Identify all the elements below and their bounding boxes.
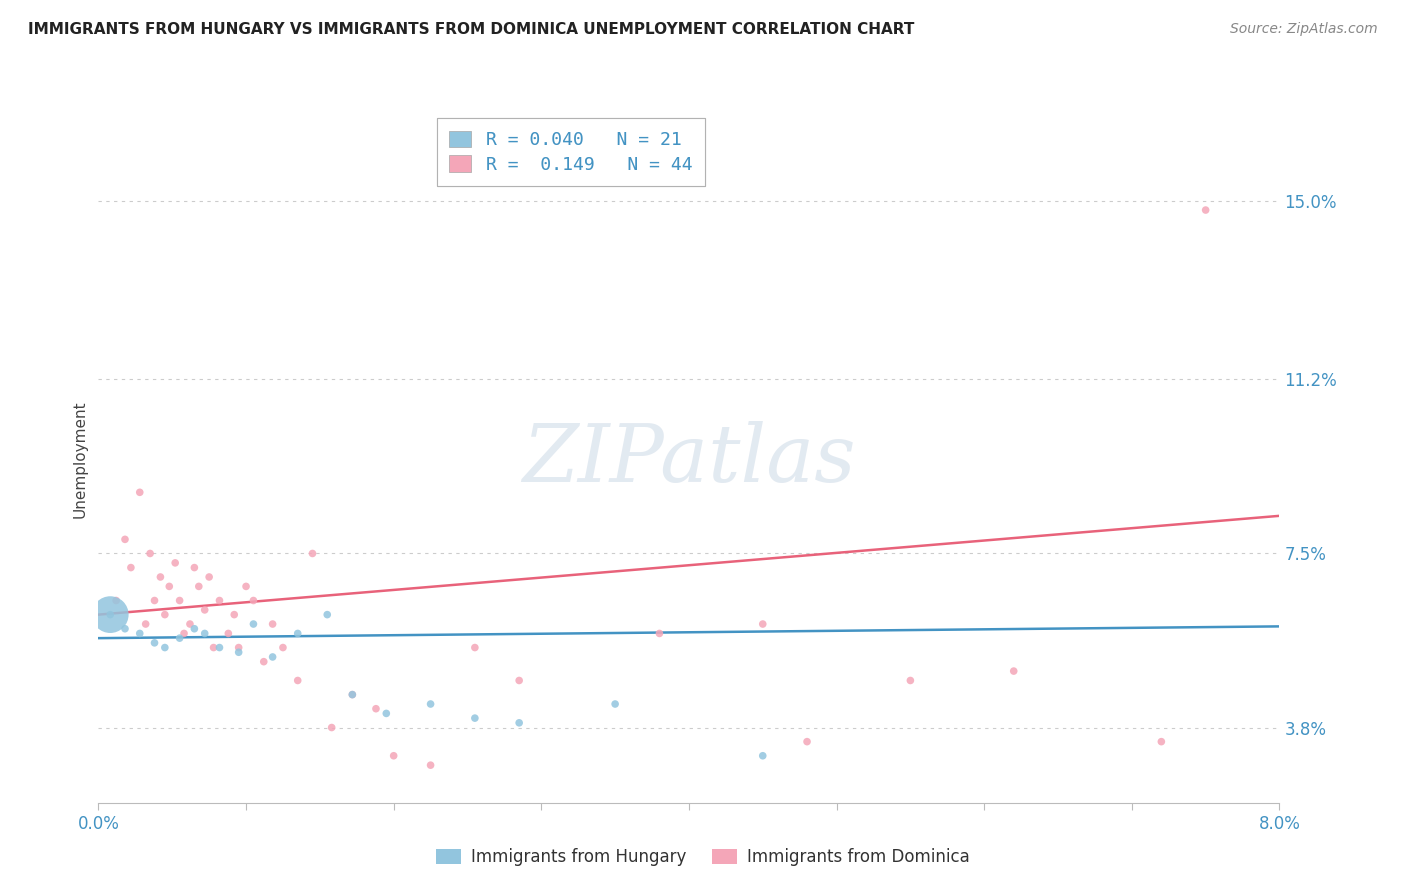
Point [648, 626, 671, 640]
Point [128, 626, 150, 640]
Point [208, 593, 231, 607]
Point [228, 645, 250, 659]
Point [382, 748, 405, 763]
Point [287, 673, 309, 688]
Point [120, 560, 142, 574]
Point [364, 702, 387, 716]
Point [605, 697, 627, 711]
Point [98, 607, 121, 622]
Point [179, 617, 201, 632]
Text: ZIPatlas: ZIPatlas [522, 421, 856, 498]
Point [1194, 202, 1216, 217]
Legend: R = 0.040   N = 21, R =  0.149   N = 44: R = 0.040 N = 21, R = 0.149 N = 44 [437, 118, 704, 186]
Point [287, 626, 309, 640]
Text: IMMIGRANTS FROM HUNGARY VS IMMIGRANTS FROM DOMINICA UNEMPLOYMENT CORRELATION CHA: IMMIGRANTS FROM HUNGARY VS IMMIGRANTS FR… [28, 22, 914, 37]
Point [464, 640, 486, 655]
Point [143, 593, 166, 607]
Point [165, 556, 187, 570]
Point [198, 570, 221, 584]
Y-axis label: Unemployment: Unemployment [72, 401, 87, 518]
Point [375, 706, 398, 721]
Point [183, 622, 205, 636]
Point [751, 617, 773, 632]
Point [262, 650, 284, 665]
Point [342, 688, 364, 702]
Point [208, 640, 231, 655]
Text: Source: ZipAtlas.com: Source: ZipAtlas.com [1230, 22, 1378, 37]
Point [228, 640, 250, 655]
Point [149, 570, 172, 584]
Legend: Immigrants from Hungary, Immigrants from Dominica: Immigrants from Hungary, Immigrants from… [427, 840, 979, 875]
Point [173, 626, 195, 640]
Point [508, 673, 530, 688]
Point [217, 626, 239, 640]
Point [235, 579, 257, 593]
Point [169, 631, 191, 645]
Point [321, 721, 343, 735]
Point [153, 640, 176, 655]
Point [508, 715, 530, 730]
Point [242, 593, 264, 607]
Point [114, 622, 136, 636]
Point [301, 546, 323, 560]
Point [224, 607, 246, 622]
Point [135, 617, 157, 632]
Point [114, 533, 136, 547]
Point [194, 603, 217, 617]
Point [139, 546, 162, 560]
Point [271, 640, 294, 655]
Point [316, 607, 339, 622]
Point [419, 758, 441, 772]
Point [1150, 734, 1173, 748]
Point [105, 593, 128, 607]
Point [1002, 664, 1025, 678]
Point [242, 617, 264, 632]
Point [194, 626, 217, 640]
Point [342, 688, 364, 702]
Point [464, 711, 486, 725]
Point [796, 734, 818, 748]
Point [751, 748, 773, 763]
Point [169, 593, 191, 607]
Point [143, 636, 166, 650]
Point [157, 579, 180, 593]
Point [128, 485, 150, 500]
Point [202, 640, 225, 655]
Point [98, 607, 121, 622]
Point [187, 579, 209, 593]
Point [419, 697, 441, 711]
Point [900, 673, 922, 688]
Point [253, 655, 276, 669]
Point [262, 617, 284, 632]
Point [183, 560, 205, 574]
Point [153, 607, 176, 622]
